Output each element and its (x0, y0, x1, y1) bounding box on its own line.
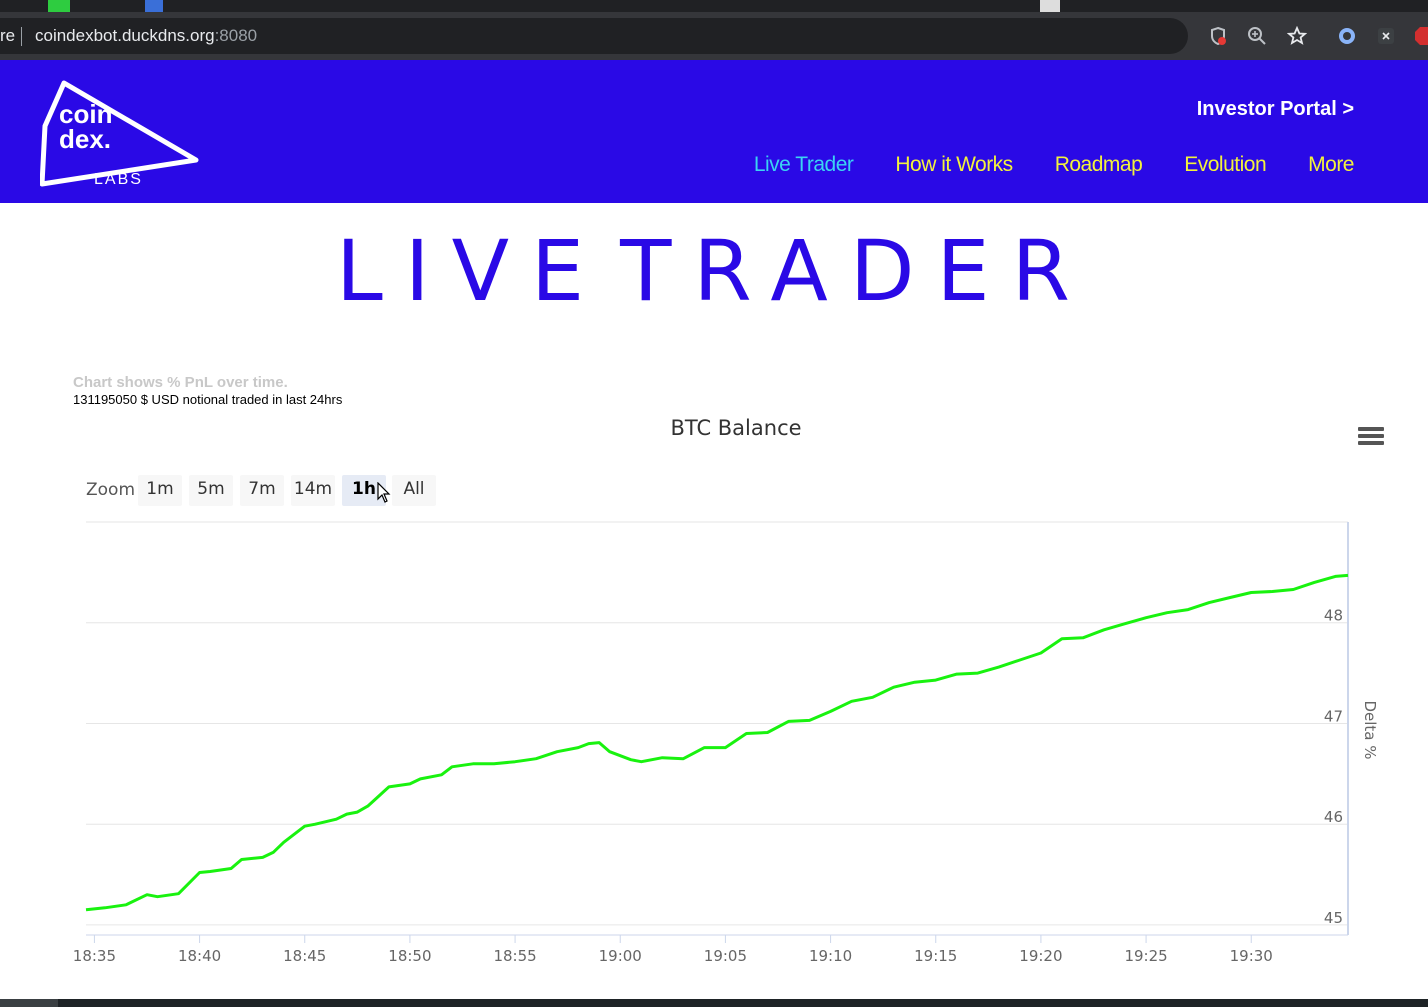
coindex-logo[interactable]: coin dex. LABS (39, 80, 200, 190)
chart-description: Chart shows % PnL over time. (73, 374, 288, 391)
x-tick-label: 18:50 (388, 947, 431, 965)
zoom-14m-button[interactable]: 14m (291, 475, 335, 506)
adblock-icon[interactable] (1414, 26, 1428, 46)
url-host: coindexbot.duckdns.org (35, 26, 215, 45)
y-tick-label: 46 (1324, 808, 1343, 826)
omnibox-divider (21, 27, 22, 46)
x-tick-label: 19:20 (1019, 947, 1062, 965)
x-tick-label: 19:25 (1124, 947, 1167, 965)
zoom-1m-button[interactable]: 1m (138, 475, 182, 506)
nav-evolution[interactable]: Evolution (1184, 153, 1267, 176)
x-tick-label: 19:00 (599, 947, 642, 965)
shield-blocked-icon[interactable] (1208, 26, 1228, 46)
notional-traded-text: 131195050 $ USD notional traded in last … (73, 392, 343, 407)
nav-more[interactable]: More (1308, 153, 1354, 176)
y-tick-label: 45 (1324, 909, 1343, 927)
zoom-7m-button[interactable]: 7m (240, 475, 284, 506)
zoom-label: Zoom (86, 480, 136, 500)
mouse-pointer-icon (377, 482, 391, 503)
site-header: coin dex. LABS Investor Portal > Live Tr… (0, 60, 1428, 203)
btc-balance-chart[interactable]: 45 46 47 48 18:35 18:40 18:45 18:50 18:55 19:00 1… (0, 500, 1428, 999)
investor-portal-link[interactable]: Investor Portal > (1196, 98, 1354, 120)
chart-menu-icon[interactable] (1358, 427, 1384, 447)
main-nav: Live Trader How it Works Roadmap Evoluti… (712, 153, 1355, 177)
omnibox-prefix: re (0, 26, 16, 45)
page-title: LIVE TRADER (0, 222, 1428, 320)
y-tick-label: 47 (1324, 707, 1343, 725)
tab-favicon-icon[interactable] (1040, 0, 1060, 12)
x-tick-label: 19:30 (1230, 947, 1273, 965)
tab-favicon-icon[interactable] (48, 0, 70, 12)
browser-tab-strip (0, 0, 1428, 12)
x-tick-label: 19:05 (704, 947, 747, 965)
url-port: :8080 (214, 26, 258, 45)
tab-favicon-icon[interactable] (145, 0, 163, 12)
browser-toolbar: re coindexbot.duckdns.org:8080 (0, 12, 1428, 60)
star-icon[interactable] (1286, 25, 1308, 46)
zoom-5m-button[interactable]: 5m (189, 475, 233, 506)
chart-title: BTC Balance (670, 416, 802, 440)
nav-how-it-works[interactable]: How it Works (895, 153, 1013, 176)
y-tick-label: 48 (1324, 607, 1343, 625)
extension-ring-icon[interactable] (1337, 26, 1357, 46)
y-axis-title: Delta % (1361, 700, 1379, 759)
x-tick-label: 19:15 (914, 947, 957, 965)
page-title-word-2: TRADER (620, 222, 1092, 320)
logo-text-labs: LABS (94, 171, 143, 188)
address-bar[interactable]: re coindexbot.duckdns.org:8080 (0, 18, 1308, 54)
x-tick-label: 18:45 (283, 947, 326, 965)
x-tick-label: 19:10 (809, 947, 852, 965)
x-tick-label: 18:35 (73, 947, 116, 965)
close-x-icon[interactable] (1376, 26, 1396, 46)
logo-text-dex: dex. (59, 124, 112, 154)
nav-roadmap[interactable]: Roadmap (1054, 153, 1143, 176)
series-line (85, 573, 1349, 912)
page-title-word-1: LIVE (336, 222, 607, 320)
taskbar-strip (0, 999, 1428, 1007)
x-tick-label: 18:55 (493, 947, 536, 965)
url-text[interactable]: coindexbot.duckdns.org:8080 (35, 26, 257, 46)
logo-text-coin: coin (59, 99, 113, 129)
zoom-all-button[interactable]: All (392, 475, 436, 506)
zoom-icon[interactable] (1247, 26, 1267, 46)
x-tick-label: 18:40 (178, 947, 221, 965)
nav-live-trader[interactable]: Live Trader (753, 153, 854, 176)
